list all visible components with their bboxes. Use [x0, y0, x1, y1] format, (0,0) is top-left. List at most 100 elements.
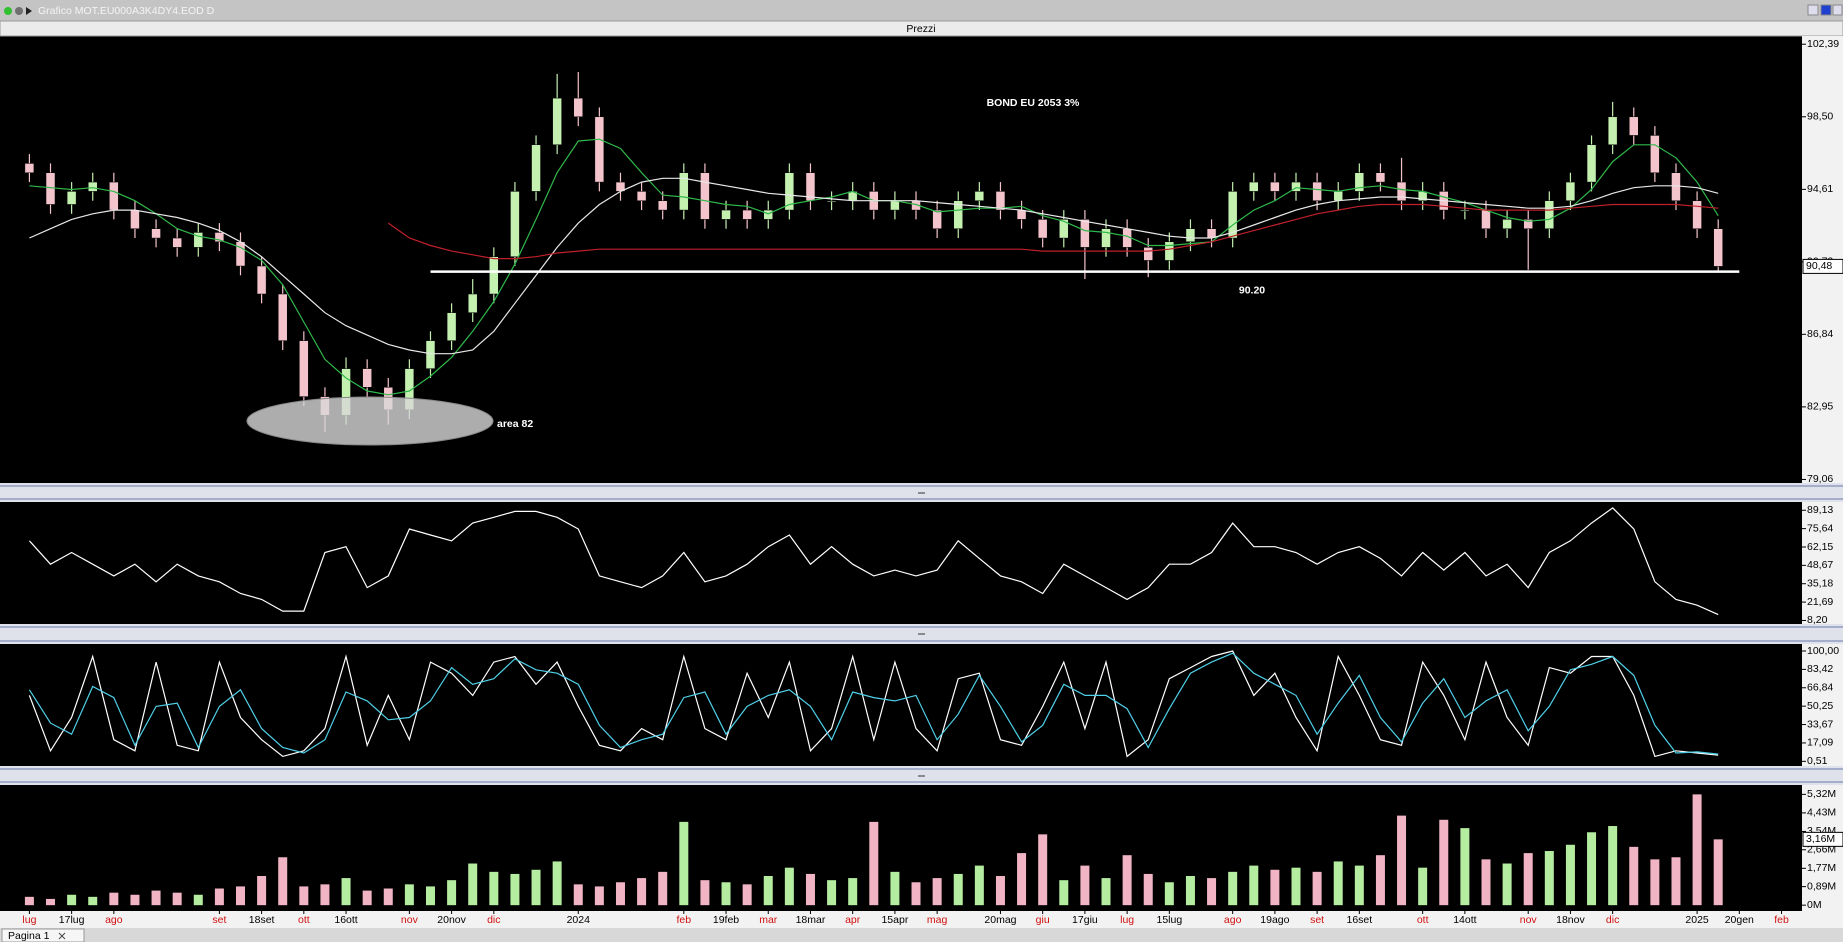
candle-body: [1291, 181, 1301, 192]
candle-body: [1016, 209, 1027, 220]
y-tick-label: 0,51: [1807, 755, 1828, 767]
x-tick-label: dic: [1606, 914, 1619, 926]
volume-bar: [1460, 828, 1470, 906]
candle-body: [679, 172, 689, 211]
panel-title: Prezzi: [906, 23, 935, 35]
candle-body: [1080, 219, 1090, 248]
volume-bar: [1207, 878, 1217, 906]
volume-bar: [1650, 859, 1660, 906]
current-value-label: 3,16M: [1806, 833, 1835, 845]
candle-body: [1270, 181, 1280, 192]
volume-bar: [1270, 869, 1280, 906]
candle-body: [1650, 135, 1660, 173]
volume-bar: [742, 884, 752, 906]
volume-bar: [911, 882, 921, 906]
volume-bar: [1143, 873, 1153, 906]
area-highlight: [246, 396, 494, 446]
window-button[interactable]: [1820, 4, 1832, 16]
candle-body: [763, 209, 773, 220]
volume-bar: [1312, 871, 1322, 906]
candle-body: [45, 172, 56, 205]
panel: 5,32M4,43M3,54M2,66M1,77M0,89M0M3,16Mlug…: [22, 788, 1843, 926]
window-button[interactable]: [1832, 4, 1843, 16]
volume-bar: [1354, 865, 1364, 906]
candle-body: [1481, 209, 1491, 229]
candle-body: [299, 340, 309, 397]
volume-bar: [1397, 815, 1407, 906]
candle-body: [1143, 247, 1153, 261]
volume-bar: [299, 886, 309, 906]
y-tick-label: 0,89M: [1807, 880, 1836, 892]
volume-bar: [109, 892, 119, 906]
volume-bar: [1608, 826, 1618, 906]
x-tick-label: 2024: [567, 914, 591, 926]
volume-bar: [995, 876, 1005, 906]
window-button[interactable]: [1807, 4, 1819, 16]
volume-bar: [658, 871, 668, 906]
candle-body: [1713, 228, 1723, 267]
volume-bar: [193, 894, 203, 906]
x-tick-label: 16set: [1346, 914, 1372, 926]
series-line: [28, 650, 1719, 758]
window-button[interactable]: [4, 7, 12, 15]
candle-body: [1101, 228, 1111, 248]
candle-body: [1185, 228, 1196, 243]
volume-bar: [1629, 846, 1639, 906]
x-tick-label: 17lug: [59, 914, 85, 926]
current-value-box: [1802, 258, 1843, 274]
volume-bar: [932, 878, 942, 906]
panel: 100,00 83,42 66,84 50,25 33,67 17,09 0,51: [28, 645, 1839, 767]
x-tick-label: ago: [1224, 914, 1242, 926]
window-button[interactable]: [15, 7, 23, 15]
x-tick-label: nov: [401, 914, 419, 926]
y-tick-label: 62,15: [1807, 541, 1833, 553]
volume-bar: [362, 890, 372, 906]
window-button[interactable]: [26, 7, 32, 15]
x-tick-label: 19ago: [1260, 914, 1289, 926]
x-tick-label: ott: [1417, 914, 1429, 926]
candle-body: [742, 209, 752, 220]
y-tick-label: 4,43M: [1807, 807, 1836, 819]
volume-bar: [637, 878, 647, 906]
candle-body: [636, 191, 647, 201]
y-tick-label: 102,39: [1807, 38, 1839, 50]
candle-body: [130, 209, 140, 229]
tab-close[interactable]: [58, 932, 66, 940]
y-tick-label: 5,32M: [1807, 788, 1836, 800]
candle-body: [721, 209, 731, 220]
candle-body: [784, 172, 795, 211]
support-label: 90.20: [1239, 284, 1265, 296]
volume-bar: [172, 892, 182, 906]
tab-label[interactable]: Pagina 1: [8, 930, 50, 942]
volume-bar: [1671, 857, 1681, 906]
volume-bar: [1228, 871, 1238, 906]
volume-bar: [1249, 865, 1259, 906]
x-tick-label: 16ott: [334, 914, 357, 926]
candle-body: [235, 241, 246, 267]
x-tick-label: giu: [1036, 914, 1050, 926]
volume-bar: [974, 865, 984, 906]
candle-body: [446, 312, 457, 341]
y-tick-label: 1,77M: [1807, 862, 1836, 874]
y-tick-label: 8,20: [1807, 614, 1828, 626]
x-tick-label: mar: [759, 914, 778, 926]
x-tick-label: set: [1310, 914, 1324, 926]
volume-bar: [1164, 882, 1174, 906]
area-label: area 82: [497, 418, 533, 430]
x-tick-label: apr: [845, 914, 861, 926]
candle-body: [1502, 219, 1512, 229]
title-bar: [0, 0, 1843, 21]
volume-bar: [447, 880, 457, 906]
volume-bar: [510, 873, 520, 906]
y-tick-label: 66,84: [1807, 682, 1833, 694]
tab[interactable]: [1, 928, 85, 942]
candle-body: [214, 232, 225, 243]
y-tick-label: 50,25: [1807, 700, 1833, 712]
x-tick-label: 17giu: [1072, 914, 1098, 926]
volume-bar: [341, 878, 351, 906]
volume-bar: [151, 890, 161, 906]
candle-body: [552, 97, 562, 146]
volume-bar: [1587, 832, 1597, 906]
volume-bar: [1101, 878, 1111, 906]
